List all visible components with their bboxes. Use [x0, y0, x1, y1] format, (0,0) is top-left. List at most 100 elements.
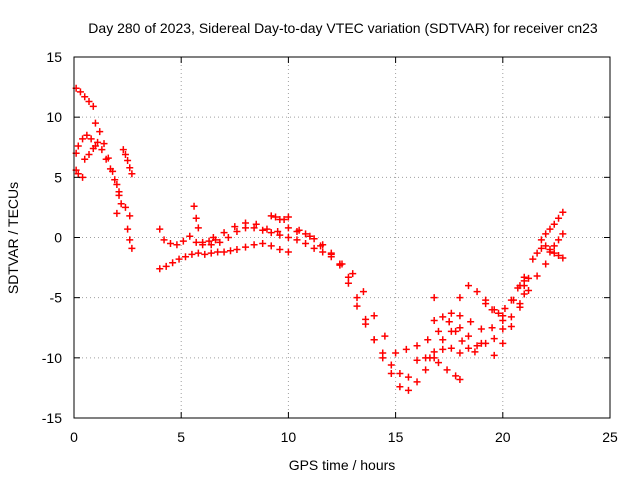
series-track-8	[124, 225, 136, 252]
data-point	[445, 318, 453, 326]
data-point	[190, 202, 198, 210]
data-point	[550, 242, 558, 250]
data-point	[516, 303, 524, 311]
x-tick-label: 15	[388, 429, 404, 445]
data-point	[507, 323, 515, 331]
data-point	[284, 234, 292, 241]
data-point	[559, 230, 567, 238]
data-point	[370, 336, 378, 344]
series-track-9	[156, 225, 164, 273]
data-point	[344, 279, 352, 287]
x-tick-label: 5	[177, 429, 185, 445]
data-point	[464, 344, 472, 352]
data-point	[413, 378, 421, 386]
data-point	[464, 282, 472, 290]
data-point	[319, 241, 327, 249]
data-point	[81, 93, 89, 101]
data-point	[81, 155, 89, 163]
data-point	[434, 359, 442, 367]
data-point	[550, 249, 558, 257]
data-point	[559, 254, 567, 262]
data-point	[477, 325, 485, 333]
data-point	[121, 203, 129, 211]
data-point	[267, 242, 275, 250]
data-point	[310, 244, 318, 252]
data-point	[392, 349, 400, 357]
data-point	[284, 248, 292, 256]
data-point	[267, 229, 275, 237]
series-track-27	[546, 230, 567, 256]
data-point	[439, 336, 447, 344]
data-point	[259, 240, 267, 248]
data-point	[124, 225, 132, 233]
y-tick-label: -5	[50, 290, 63, 306]
data-point	[94, 138, 102, 146]
data-point	[443, 366, 451, 374]
data-point	[473, 342, 481, 350]
data-point	[89, 102, 97, 110]
data-point	[242, 243, 250, 251]
data-point	[233, 227, 241, 235]
data-point	[456, 324, 464, 332]
data-point	[387, 361, 395, 369]
data-point	[381, 332, 389, 340]
tick-labels: 0 5 10 15 20 25 -15 -10 -5 0 5 10 15	[42, 49, 618, 445]
data-point	[126, 236, 134, 244]
data-point	[242, 219, 250, 227]
data-point	[546, 248, 554, 256]
data-point	[175, 255, 183, 263]
data-point	[404, 386, 412, 394]
data-point	[293, 227, 301, 235]
data-point	[267, 212, 275, 220]
data-point	[306, 232, 314, 240]
data-point	[284, 224, 292, 232]
y-tick-label: 15	[46, 49, 62, 65]
series-track-23	[490, 290, 528, 359]
data-point	[194, 224, 202, 232]
data-point	[250, 241, 258, 249]
data-point	[91, 119, 99, 127]
series-track-21	[445, 318, 485, 356]
series-track-24	[516, 274, 533, 290]
data-point	[546, 225, 554, 233]
data-point	[74, 142, 82, 150]
data-point	[280, 215, 288, 223]
data-point	[156, 265, 164, 273]
data-point	[413, 342, 421, 350]
data-point	[490, 335, 498, 343]
data-point	[555, 252, 563, 260]
data-point	[542, 230, 550, 238]
data-point	[404, 373, 412, 381]
data-point	[207, 249, 215, 257]
data-point	[430, 317, 438, 325]
data-point	[214, 248, 222, 256]
data-point	[559, 208, 567, 216]
data-point	[525, 286, 533, 294]
data-point	[205, 237, 213, 245]
data-point	[207, 241, 215, 249]
data-point	[173, 241, 181, 249]
data-point	[83, 131, 91, 139]
data-point	[344, 273, 352, 281]
series-track-5	[91, 119, 123, 199]
y-tick-label: 5	[54, 169, 62, 185]
data-point	[276, 231, 284, 239]
y-tick-label: -15	[42, 410, 62, 426]
data-point	[252, 220, 260, 228]
data-point	[452, 327, 460, 335]
data-point	[216, 238, 224, 246]
data-point	[224, 234, 232, 241]
series-track-6	[113, 200, 134, 220]
data-point	[507, 313, 515, 321]
data-point	[186, 232, 194, 240]
data-point	[499, 325, 507, 333]
series-track-12	[190, 202, 202, 232]
data-point	[499, 339, 507, 347]
data-point	[379, 349, 387, 357]
data-point	[471, 348, 479, 356]
data-point	[302, 230, 310, 238]
data-point	[458, 337, 466, 345]
x-tick-label: 0	[70, 429, 78, 445]
data-point	[520, 290, 528, 298]
data-point	[555, 214, 563, 222]
